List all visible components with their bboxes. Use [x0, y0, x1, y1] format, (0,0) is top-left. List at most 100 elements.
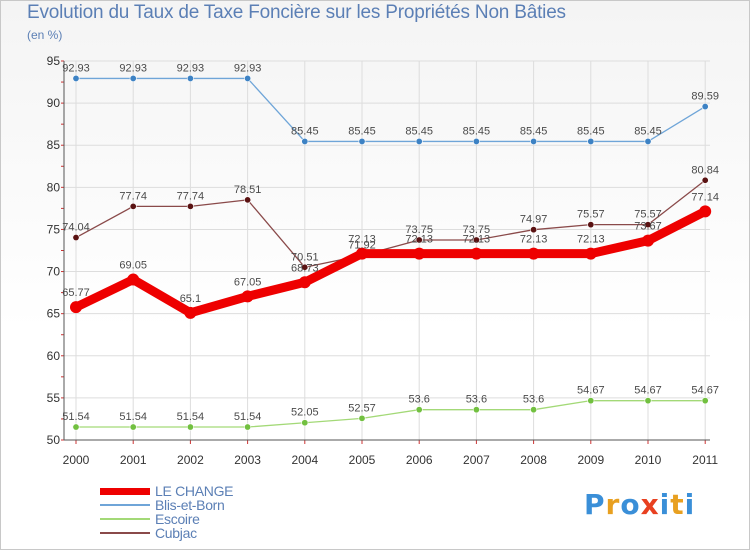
- data-label-blis-et-born-2008: 85.45: [520, 125, 548, 137]
- data-label-escoire-2009: 54.67: [577, 385, 605, 397]
- series-line-escoire: [75, 400, 706, 428]
- logo-letter: i: [659, 488, 671, 521]
- data-label-escoire-2004: 52.05: [291, 407, 319, 419]
- point-le-change-2010: [642, 234, 654, 247]
- x-tick-label-2009: 2009: [577, 453, 604, 467]
- point-escoire-2010: [644, 397, 652, 405]
- x-tick-label-2008: 2008: [520, 453, 547, 467]
- logo-letter: t: [670, 488, 685, 521]
- point-le-change-2007: [470, 247, 483, 260]
- point-cubjac-2009: [587, 221, 595, 229]
- data-label-blis-et-born-2006: 85.45: [405, 125, 433, 137]
- data-label-le-change-2006: 72.13: [405, 234, 433, 246]
- x-tick-label-2011: 2011: [692, 453, 718, 467]
- data-label-cubjac-2002: 77.74: [177, 190, 205, 202]
- legend-label-escoire: Escoire: [155, 511, 200, 527]
- point-cubjac-2007: [472, 236, 480, 244]
- y-tick-label-65: 65: [47, 307, 61, 321]
- data-label-cubjac-2001: 77.74: [119, 190, 147, 202]
- data-label-blis-et-born-2010: 85.45: [634, 125, 662, 137]
- data-label-le-change-2000: 65.77: [62, 287, 90, 299]
- proxiti-logo: Proxiti: [584, 488, 695, 521]
- data-label-escoire-2010: 54.67: [634, 385, 662, 397]
- data-label-escoire-2008: 53.6: [523, 394, 544, 406]
- data-label-blis-et-born-2003: 92.93: [234, 62, 262, 74]
- x-tick-label-2003: 2003: [234, 453, 261, 467]
- y-tick-label-60: 60: [47, 349, 61, 363]
- point-escoire-2005: [358, 414, 366, 422]
- y-tick-label-55: 55: [47, 391, 61, 405]
- x-tick-label-2007: 2007: [463, 453, 490, 467]
- series-lines: [70, 74, 712, 431]
- data-label-cubjac-2003: 78.51: [234, 184, 262, 196]
- point-blis-et-born-2005: [358, 137, 366, 145]
- series-line-cubjac: [75, 179, 706, 268]
- point-blis-et-born-2003: [244, 74, 252, 82]
- chart-unit-label: (en %): [27, 28, 63, 42]
- point-cubjac-2010: [644, 221, 652, 229]
- logo-letter: x: [640, 488, 660, 521]
- chart-title: Evolution du Taux de Taxe Foncière sur l…: [27, 2, 566, 23]
- data-label-escoire-2001: 51.54: [119, 411, 147, 423]
- series-line-blis-et-born: [75, 77, 706, 143]
- point-blis-et-born-2001: [129, 74, 137, 82]
- logo-letter: r: [605, 488, 621, 521]
- x-tick-label-2002: 2002: [177, 453, 204, 467]
- data-label-le-change-2003: 67.05: [234, 276, 262, 288]
- legend-label-cubjac: Cubjac: [155, 525, 197, 541]
- point-blis-et-born-2002: [186, 74, 194, 82]
- point-cubjac-2002: [186, 202, 194, 210]
- data-label-le-change-2002: 65.1: [180, 293, 201, 305]
- logo-letter: P: [584, 488, 606, 521]
- point-blis-et-born-2009: [587, 137, 595, 145]
- point-blis-et-born-2008: [530, 137, 538, 145]
- data-label-cubjac-2004: 70.51: [291, 251, 319, 263]
- data-label-le-change-2004: 68.73: [291, 262, 319, 274]
- y-tick-label-90: 90: [47, 96, 61, 110]
- point-le-change-2005: [356, 247, 368, 260]
- grid: [64, 60, 710, 441]
- axes: 50 55 60 65 70 75 80 85 90 95 2000 2001 2002 2003 2004…: [47, 54, 719, 467]
- data-label-le-change-2007: 72.13: [463, 234, 491, 246]
- point-blis-et-born-2000: [72, 74, 80, 82]
- logo-letter: o: [620, 488, 641, 521]
- data-label-cubjac-2010: 75.57: [634, 209, 662, 221]
- point-blis-et-born-2010: [644, 137, 652, 145]
- point-le-change-2009: [584, 247, 597, 260]
- point-le-change-2002: [184, 306, 197, 319]
- legend-swatch-escoire: [100, 518, 150, 520]
- point-cubjac-2011: [701, 176, 709, 184]
- point-escoire-2008: [530, 406, 538, 414]
- point-cubjac-2006: [415, 236, 423, 244]
- x-tick-label-2005: 2005: [349, 453, 376, 467]
- data-label-cubjac-2000: 74.04: [62, 222, 90, 234]
- data-label-cubjac-2007: 73.75: [463, 224, 491, 236]
- y-tick-label-70: 70: [47, 265, 61, 279]
- data-label-cubjac-2008: 74.97: [520, 214, 548, 226]
- point-escoire-2004: [301, 419, 309, 427]
- point-blis-et-born-2006: [415, 137, 423, 145]
- x-tick-label-2004: 2004: [291, 453, 318, 467]
- data-label-blis-et-born-2004: 85.45: [291, 125, 319, 137]
- data-label-blis-et-born-2001: 92.93: [119, 62, 147, 74]
- point-escoire-2000: [72, 423, 80, 431]
- y-tick-label-50: 50: [47, 433, 61, 447]
- point-escoire-2003: [244, 423, 252, 431]
- data-label-escoire-2002: 51.54: [177, 411, 205, 423]
- series-line-le-change: [71, 206, 710, 318]
- data-label-cubjac-2011: 80.84: [691, 164, 719, 176]
- data-label-blis-et-born-2000: 92.93: [62, 62, 90, 74]
- data-label-le-change-2001: 69.05: [119, 260, 147, 272]
- data-label-escoire-2005: 52.57: [348, 402, 376, 414]
- point-escoire-2002: [186, 423, 194, 431]
- data-label-le-change-2008: 72.13: [520, 234, 548, 246]
- data-label-cubjac-2009: 75.57: [577, 209, 605, 221]
- data-label-le-change-2011: 77.14: [691, 191, 719, 203]
- point-le-change-2003: [241, 290, 254, 303]
- data-label-blis-et-born-2011: 89.59: [691, 91, 719, 103]
- point-escoire-2001: [129, 423, 137, 431]
- data-label-blis-et-born-2005: 85.45: [348, 125, 376, 137]
- point-escoire-2006: [415, 406, 423, 414]
